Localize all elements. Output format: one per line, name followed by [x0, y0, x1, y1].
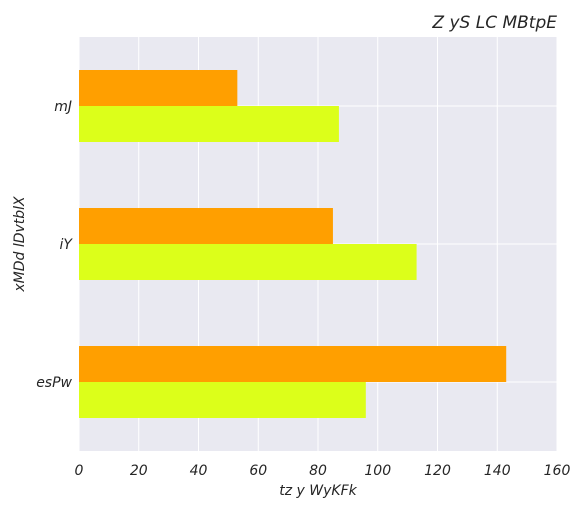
y-tick-label: iY	[60, 237, 74, 253]
x-tick-label: 60	[249, 463, 267, 479]
y-tick-label: esPw	[36, 375, 72, 391]
x-tick-label: 160	[544, 463, 571, 479]
x-axis-label: tz y WyKFk	[279, 483, 357, 499]
y-axis-label: xMDd lDvtblX	[12, 196, 28, 293]
x-tick-label: 120	[424, 463, 451, 479]
bar-series2-mJ	[79, 106, 339, 142]
x-tick-label: 140	[484, 463, 511, 479]
bar-series1-mJ	[79, 70, 238, 106]
x-tick-label: 0	[75, 463, 84, 479]
x-tick-label: 80	[309, 463, 327, 479]
y-tick-label: mJ	[54, 99, 72, 115]
bar-series1-esPw	[79, 346, 507, 382]
chart-title: Z yS LC MBtpE	[431, 13, 557, 33]
x-tick-label: 20	[130, 463, 148, 479]
bar-series2-iY	[79, 244, 417, 280]
y-tick-labels: mJ iY esPw	[36, 99, 73, 391]
x-tick-label: 40	[190, 463, 208, 479]
x-tick-labels: 0 20 40 60 80 100 120 140 160	[75, 463, 571, 479]
x-tick-label: 100	[364, 463, 391, 479]
bar-series2-esPw	[79, 382, 366, 418]
bar-series1-iY	[79, 208, 333, 244]
bars	[79, 70, 507, 418]
